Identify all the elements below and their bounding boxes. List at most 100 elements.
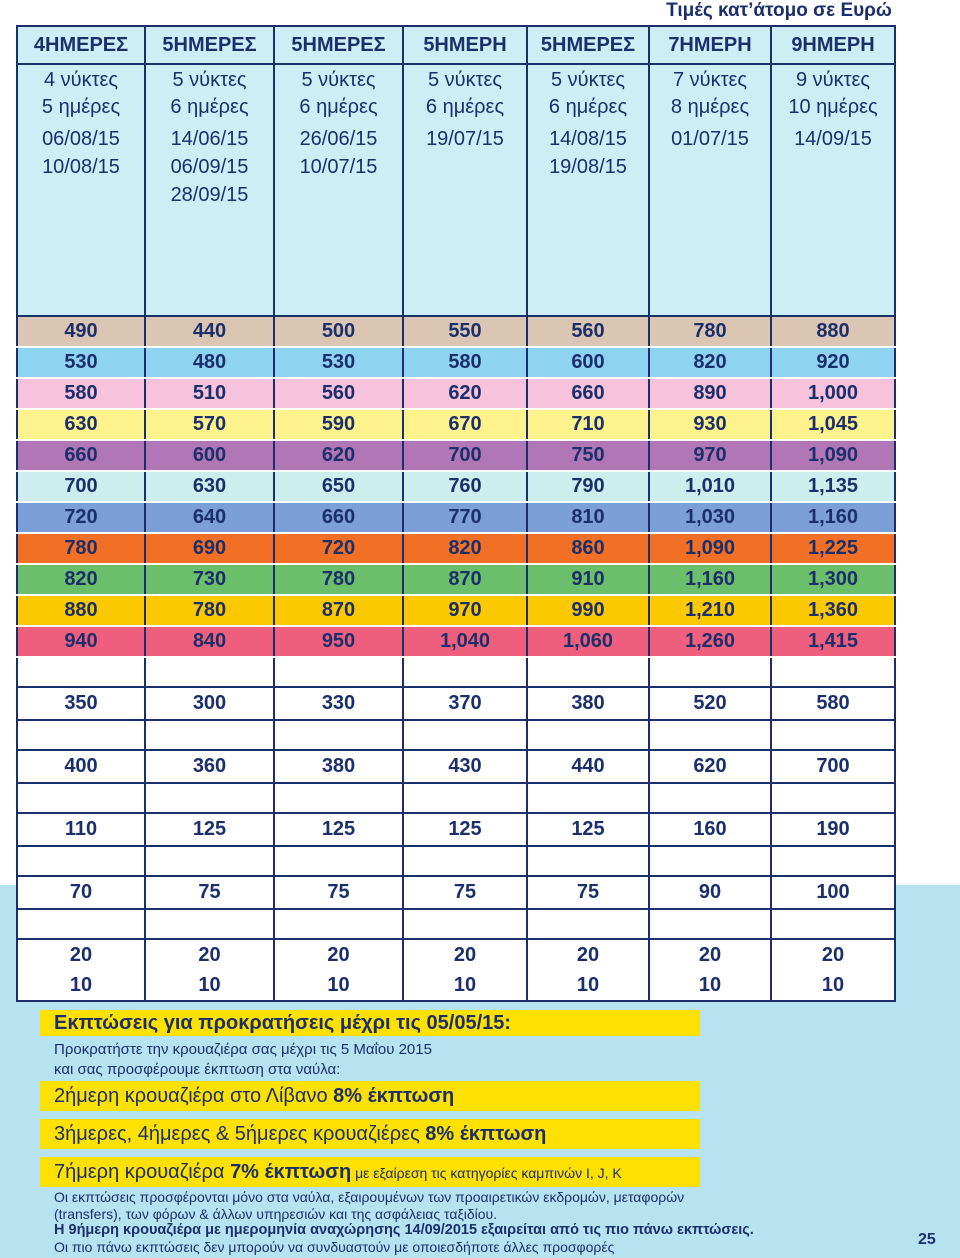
- price-cell: 10: [526, 970, 650, 1002]
- column-title: 4ΗΜΕΡΕΣ: [16, 25, 146, 65]
- spacer-cell: [770, 845, 896, 877]
- price-cell: 10: [402, 970, 528, 1002]
- price-cell: 890: [648, 378, 772, 410]
- price-row: 700 630 650 760 790 1,010 1,135: [16, 471, 896, 503]
- nights-label: 4 νύκτες: [43, 69, 119, 91]
- price-cell: 570: [144, 409, 275, 441]
- price-cell: 810: [526, 502, 650, 534]
- price-cell: 75: [144, 876, 275, 909]
- discount-line2: και σας προσφέρουμε έκπτωση στα ναύλα:: [54, 1061, 341, 1078]
- days-label: 6 ημέρες: [170, 96, 249, 118]
- price-cell: 1,090: [770, 440, 896, 472]
- price-cell: 760: [402, 471, 528, 503]
- price-cell: 660: [16, 440, 146, 472]
- price-cell: 20: [770, 939, 896, 970]
- spacer-row: [16, 845, 896, 877]
- price-cell: 920: [770, 347, 896, 379]
- spacer-row: [16, 782, 896, 814]
- days-label: 6 ημέρες: [425, 96, 505, 118]
- price-cell: 780: [273, 564, 404, 596]
- departure-date: 26/06/15: [299, 128, 378, 150]
- price-cell: 560: [273, 378, 404, 410]
- price-cell: 1,360: [770, 595, 896, 627]
- price-cell: 550: [402, 316, 528, 348]
- spacer-cell: [648, 782, 772, 814]
- column-title: 5ΗΜΕΡΗ: [402, 25, 528, 65]
- price-cell: 1,135: [770, 471, 896, 503]
- price-cell: 590: [273, 409, 404, 441]
- days-label: 5 ημέρες: [41, 96, 121, 118]
- price-cell: 1,030: [648, 502, 772, 534]
- offer-7day-discount: 7% έκπτωση: [230, 1161, 352, 1183]
- price-cell: 580: [16, 378, 146, 410]
- price-cell: 600: [144, 440, 275, 472]
- price-cell: 840: [144, 626, 275, 658]
- discount-line1: Προκρατήστε την κρουαζιέρα σας μέχρι τις…: [54, 1041, 432, 1058]
- price-caption: Τιμές κατ’άτομο σε Ευρώ: [666, 0, 892, 21]
- nights-label: 5 νύκτες: [550, 69, 626, 91]
- price-cell: 20: [16, 939, 146, 970]
- price-cell: 1,010: [648, 471, 772, 503]
- price-cell: 20: [273, 939, 404, 970]
- price-cell: 10: [144, 970, 275, 1002]
- price-cell: 75: [402, 876, 528, 909]
- spacer-cell: [770, 908, 896, 940]
- dates-cell: 19/07/15: [402, 125, 528, 317]
- price-cell: 490: [16, 316, 146, 348]
- price-cell: 20: [648, 939, 772, 970]
- price-cell: 10: [16, 970, 146, 1002]
- price-cell: 10: [648, 970, 772, 1002]
- price-cell: 190: [770, 813, 896, 846]
- column-title: 5ΗΜΕΡΕΣ: [144, 25, 275, 65]
- price-row: 490 440 500 550 560 780 880: [16, 316, 896, 348]
- price-cell: 620: [648, 750, 772, 783]
- nights-label: 5 νύκτες: [172, 69, 247, 91]
- price-cell: 1,300: [770, 564, 896, 596]
- price-cell: 930: [648, 409, 772, 441]
- fee-row: 10 10 10 10 10 10 10: [16, 970, 896, 1002]
- duration-row: 4 νύκτες 5 ημέρες 5 νύκτες 6 ημέρες 5 νύκτες…: [16, 64, 896, 125]
- price-cell: 330: [273, 687, 404, 720]
- duration-cell: 7 νύκτες 8 ημέρες: [648, 64, 772, 125]
- page-number: 25: [918, 1231, 936, 1248]
- spacer-cell: [526, 719, 650, 751]
- spacer-cell: [648, 656, 772, 688]
- spacer-cell: [273, 782, 404, 814]
- price-cell: 700: [402, 440, 528, 472]
- duration-cell: 5 νύκτες 6 ημέρες: [273, 64, 404, 125]
- price-cell: 990: [526, 595, 650, 627]
- spacer-cell: [16, 719, 146, 751]
- dates-cell: 14/09/15: [770, 125, 896, 317]
- spacer-cell: [16, 656, 146, 688]
- dates-cell: 14/08/15 19/08/15: [526, 125, 650, 317]
- price-cell: 780: [648, 316, 772, 348]
- spacer-row: [16, 908, 896, 940]
- spacer-cell: [144, 719, 275, 751]
- duration-cell: 5 νύκτες 6 ημέρες: [402, 64, 528, 125]
- fee-row: 20 20 20 20 20 20 20: [16, 939, 896, 970]
- price-cell: 700: [770, 750, 896, 783]
- price-cell: 950: [273, 626, 404, 658]
- days-label: 6 ημέρες: [548, 96, 628, 118]
- departure-date: 06/09/15: [170, 156, 249, 178]
- dates-cell: 06/08/15 10/08/15: [16, 125, 146, 317]
- price-cell: 1,160: [770, 502, 896, 534]
- price-cell: 820: [402, 533, 528, 565]
- price-cell: 630: [16, 409, 146, 441]
- spacer-row: [16, 719, 896, 751]
- spacer-cell: [648, 845, 772, 877]
- price-cell: 1,060: [526, 626, 650, 658]
- nights-label: 5 νύκτες: [427, 69, 503, 91]
- price-cell: 600: [526, 347, 650, 379]
- price-row: 530 480 530 580 600 820 920: [16, 347, 896, 379]
- price-cell: 370: [402, 687, 528, 720]
- price-cell: 70: [16, 876, 146, 909]
- price-cell: 360: [144, 750, 275, 783]
- price-row: 880 780 870 970 990 1,210 1,360: [16, 595, 896, 627]
- price-cell: 1,090: [648, 533, 772, 565]
- price-cell: 110: [16, 813, 146, 846]
- price-cell: 160: [648, 813, 772, 846]
- price-cell: 520: [648, 687, 772, 720]
- spacer-cell: [16, 908, 146, 940]
- extra-row: 70 75 75 75 75 90 100: [16, 876, 896, 909]
